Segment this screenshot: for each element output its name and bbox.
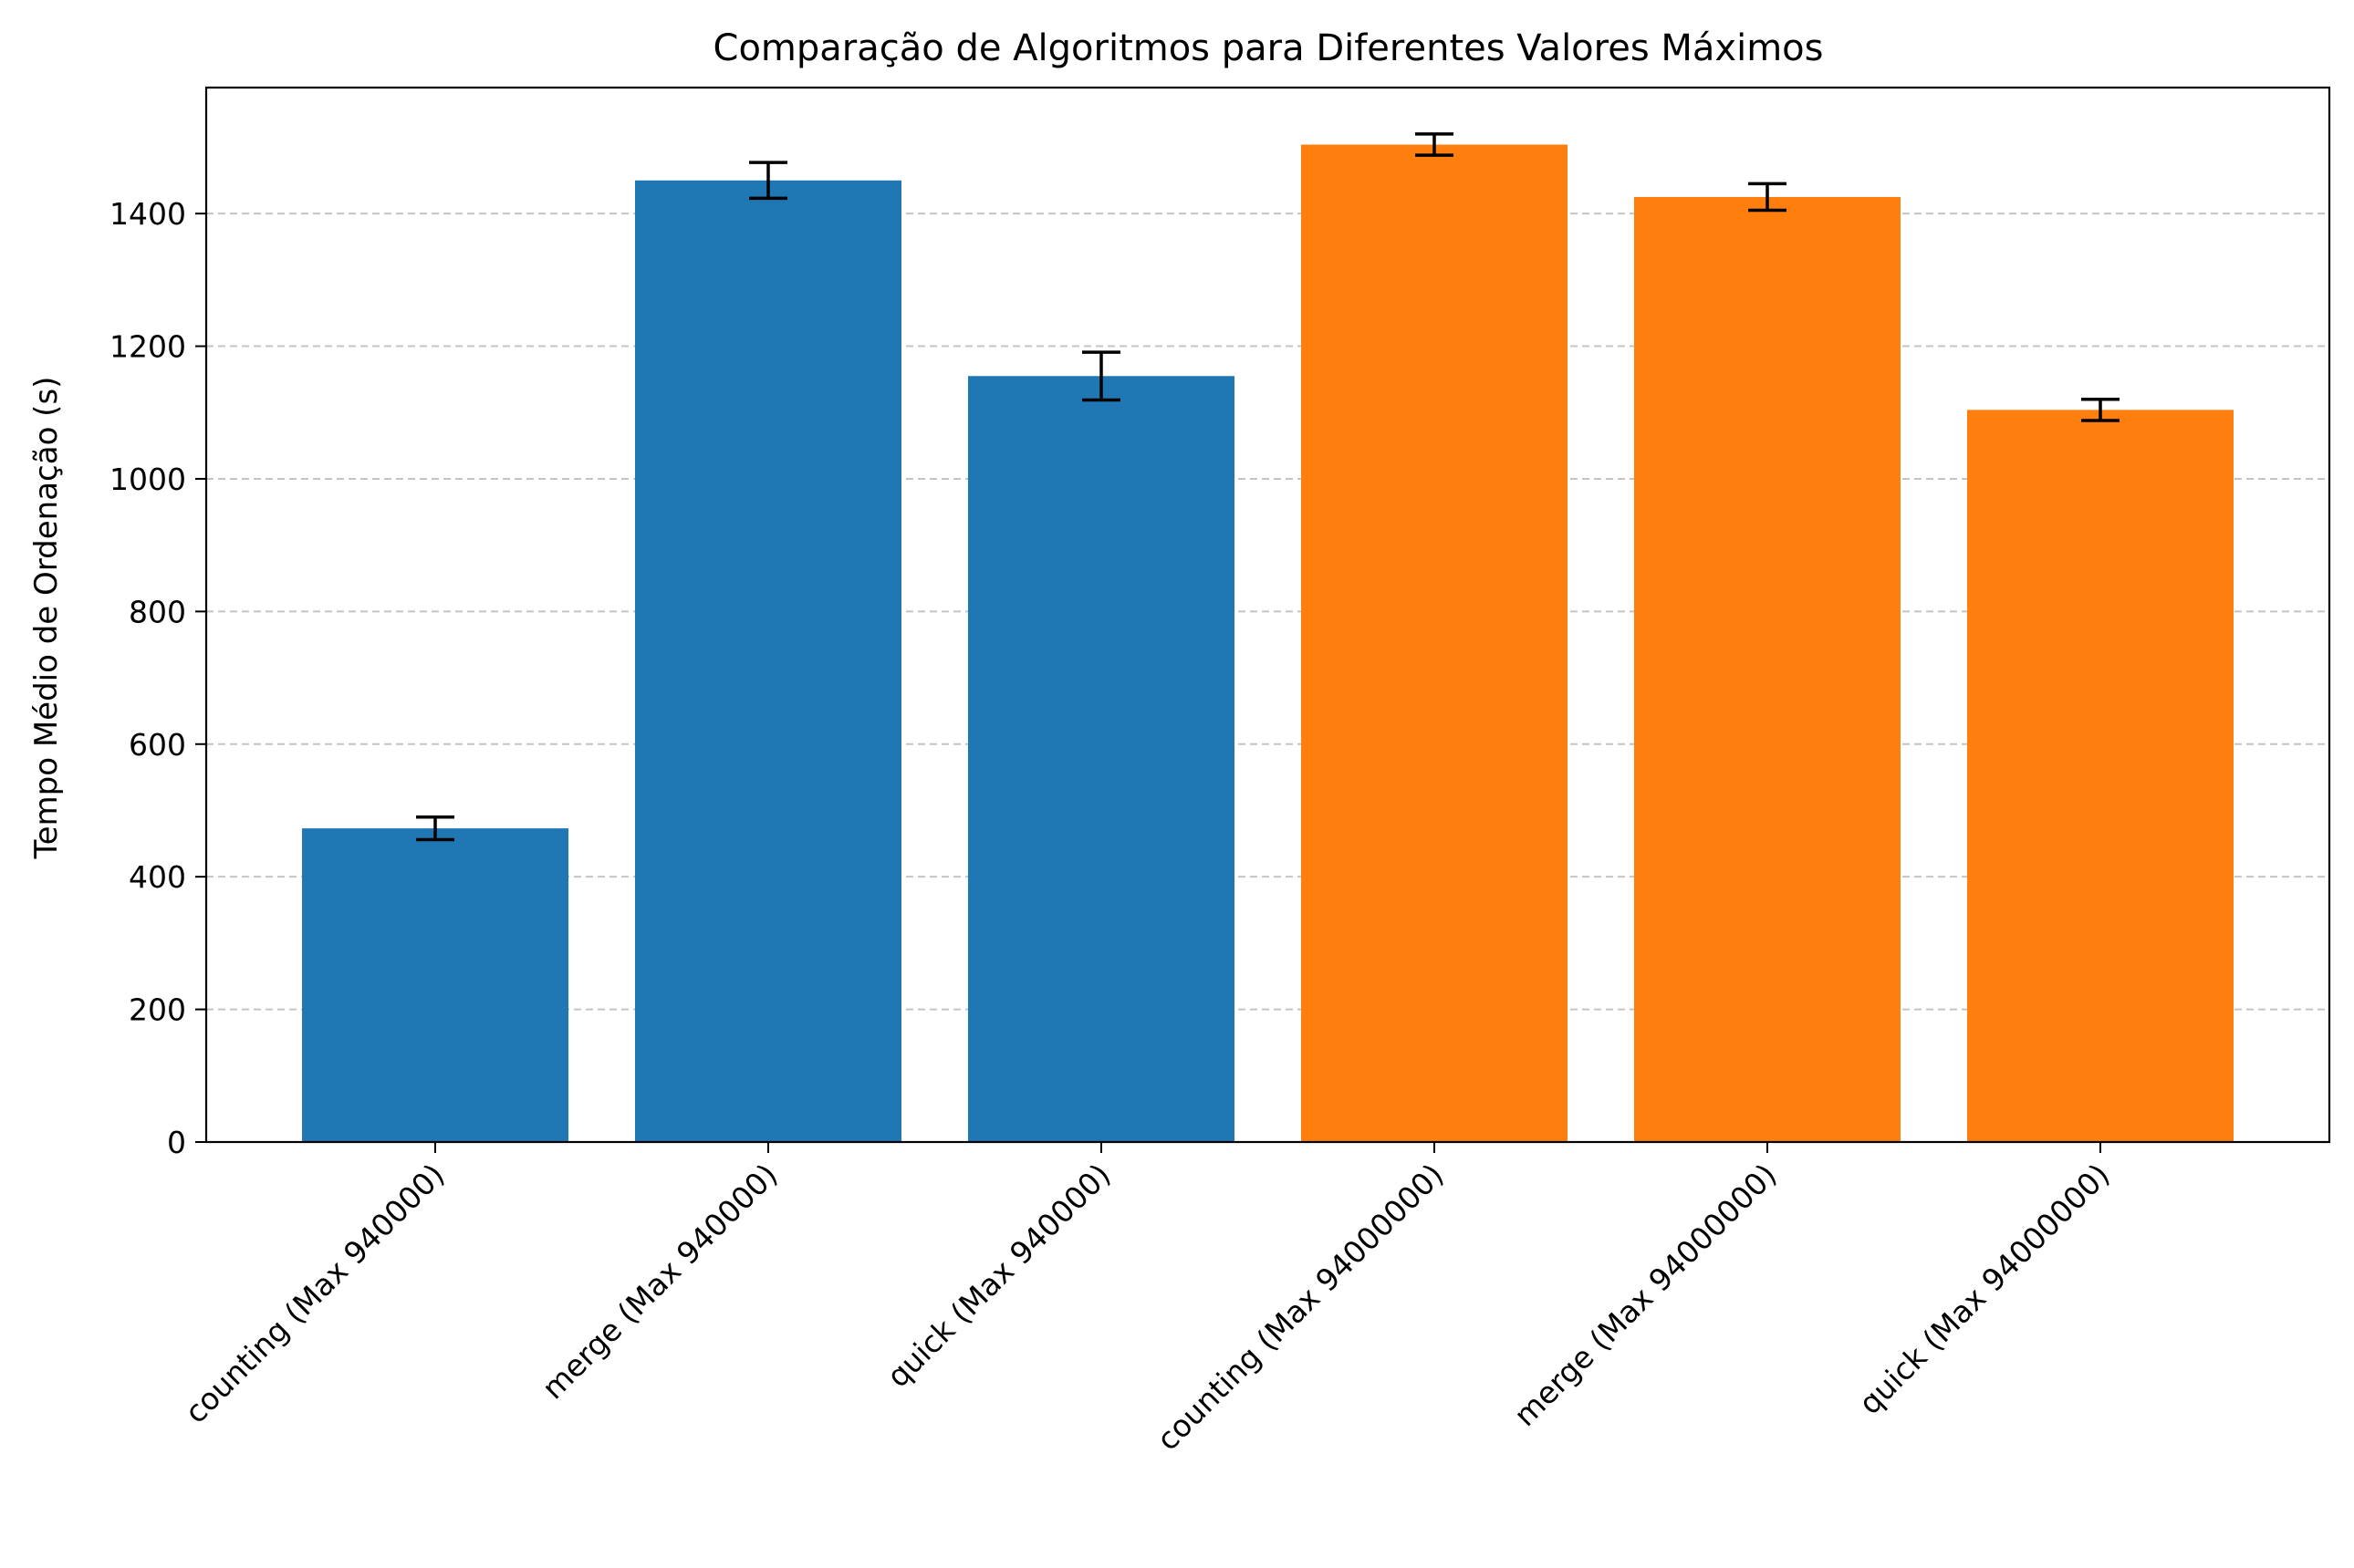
y-tick-label: 0 — [167, 1125, 186, 1160]
y-axis: 0 200 400 600 800 1000 1200 1400 — [109, 196, 206, 1160]
bars — [302, 144, 2234, 1143]
y-tick-label: 600 — [129, 727, 186, 763]
bar — [1967, 410, 2234, 1142]
y-tick-label: 200 — [129, 992, 186, 1028]
bar — [635, 180, 901, 1143]
bar — [968, 376, 1234, 1142]
y-tick-label: 400 — [129, 859, 186, 895]
y-tick-label: 1400 — [109, 196, 186, 232]
bar — [302, 828, 568, 1142]
bar — [1301, 144, 1568, 1143]
chart-title: Comparação de Algoritmos para Diferentes… — [713, 27, 1824, 69]
y-axis-label: Tempo Médio de Ordenação (s) — [28, 377, 65, 860]
plot-frame — [204, 86, 2331, 1144]
bar — [1634, 196, 1901, 1142]
y-tick-label: 1200 — [109, 329, 186, 365]
y-tick-label: 1000 — [109, 462, 186, 497]
error-bars — [416, 132, 2120, 842]
y-tick-label: 800 — [129, 594, 186, 629]
